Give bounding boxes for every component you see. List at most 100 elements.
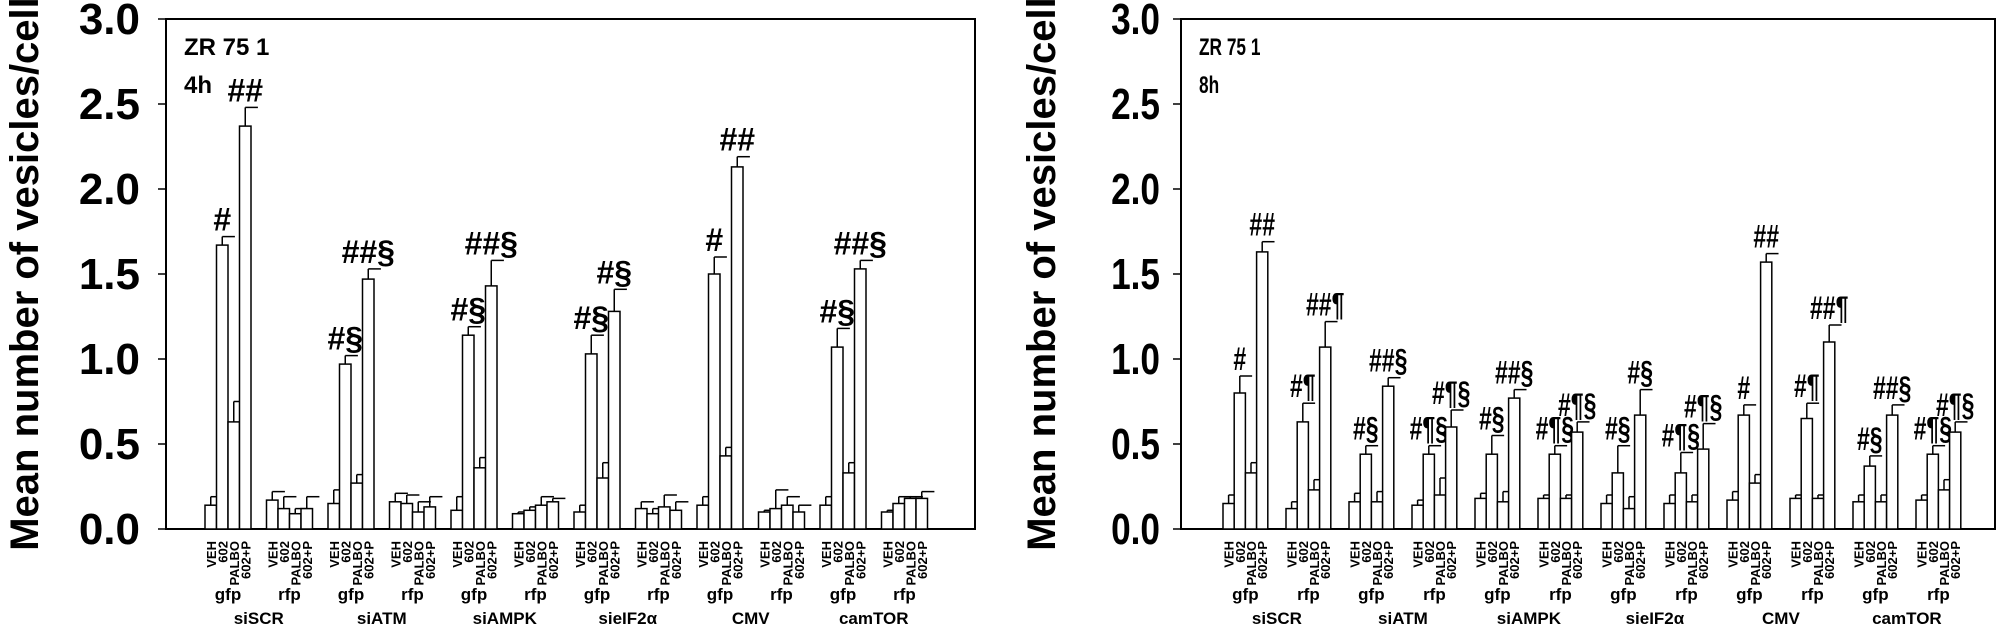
treatment-label: 602+P: [669, 541, 684, 579]
bar: [300, 507, 314, 530]
bar: [719, 455, 733, 530]
bar: [607, 310, 621, 530]
group-label: siSCR: [1252, 609, 1302, 628]
bar: [792, 511, 806, 530]
bar: [1381, 385, 1395, 530]
bar: [1800, 417, 1814, 530]
significance-annotation: #§: [573, 300, 609, 336]
treatment-label: PALBO: [1937, 541, 1952, 586]
treatment-label: PALBO: [1559, 541, 1574, 586]
significance-annotation: #¶§: [1410, 411, 1448, 447]
treatment-label: 602+P: [1822, 541, 1837, 579]
y-tick-label: 2.5: [1111, 80, 1160, 129]
bar: [1915, 499, 1928, 530]
bar: [546, 501, 560, 530]
cell-label: gfp: [1862, 585, 1888, 604]
bar: [1726, 499, 1739, 530]
bar: [780, 504, 794, 530]
group-label: CMV: [1762, 609, 1800, 628]
significance-annotation: #§: [1857, 421, 1883, 457]
treatment-label: VEH: [696, 541, 711, 568]
treatment-label: VEH: [1789, 541, 1804, 568]
treatment-label: PALBO: [227, 541, 242, 586]
significance-annotation: ##§: [1873, 370, 1911, 406]
bar: [1348, 501, 1361, 530]
bar: [696, 504, 710, 530]
treatment-label: 602+P: [423, 541, 438, 579]
y-tick-label: 0.5: [79, 420, 140, 469]
treatment-label: PALBO: [842, 541, 857, 586]
treatment-label: VEH: [1915, 541, 1930, 568]
bar: [1737, 414, 1751, 530]
bar: [1685, 501, 1699, 530]
treatment-label: 602: [1296, 541, 1311, 563]
treatment-label: 602: [523, 541, 538, 563]
significance-annotation: ##§: [342, 234, 395, 270]
bar: [880, 511, 894, 530]
treatment-label: VEH: [204, 541, 219, 568]
treatment-label: PALBO: [719, 541, 734, 586]
cell-label: gfp: [707, 585, 733, 604]
bar: [338, 363, 352, 530]
treatment-label: VEH: [511, 541, 526, 568]
bar: [288, 512, 302, 530]
group-label: siAMPK: [1497, 609, 1562, 628]
treatment-label: 602+P: [546, 541, 561, 579]
bar: [1674, 472, 1688, 530]
treatment-label: 602: [1233, 541, 1248, 563]
significance-annotation: #§: [327, 321, 363, 357]
bar: [657, 506, 671, 530]
treatment-label: 602: [461, 541, 476, 563]
cell-label: gfp: [1484, 585, 1510, 604]
treatment-label: PALBO: [1622, 541, 1637, 586]
cell-label: rfp: [524, 585, 547, 604]
plot-frame: [165, 18, 976, 530]
significance-annotation: ##: [719, 122, 755, 158]
bar: [523, 509, 537, 530]
bar: [1496, 501, 1510, 530]
treatment-label: 602: [1800, 541, 1815, 563]
significance-annotation: #§: [1353, 411, 1379, 447]
bar: [1507, 397, 1521, 530]
significance-annotation: #§: [1605, 411, 1631, 447]
panel-title-line: ZR 75 1: [1199, 34, 1261, 60]
treatment-label: 602+P: [915, 541, 930, 579]
y-tick-label: 2.0: [79, 165, 140, 214]
cell-label: rfp: [1549, 585, 1572, 604]
significance-annotation: #¶: [1290, 369, 1316, 405]
bar: [1611, 472, 1625, 530]
significance-annotation: #: [213, 202, 231, 238]
cell-label: rfp: [1675, 585, 1698, 604]
cell-label: gfp: [338, 585, 364, 604]
y-tick-label: 3.0: [79, 0, 140, 44]
bar: [1548, 453, 1562, 530]
treatment-label: PALBO: [903, 541, 918, 586]
treatment-label: 602+P: [1444, 541, 1459, 579]
treatment-label: 602: [707, 541, 722, 563]
treatment-label: PALBO: [1433, 541, 1448, 586]
bar: [1874, 501, 1888, 530]
cell-label: rfp: [647, 585, 670, 604]
bar: [1696, 448, 1710, 530]
treatment-label: VEH: [1411, 541, 1426, 568]
bar: [1926, 453, 1940, 530]
treatment-label: 602: [1611, 541, 1626, 563]
bar: [1370, 501, 1384, 530]
cell-label: gfp: [1736, 585, 1762, 604]
cell-label: gfp: [215, 585, 241, 604]
significance-annotation: #: [705, 222, 723, 258]
group-label: siATM: [357, 609, 407, 628]
significance-annotation: ##¶: [1306, 287, 1344, 323]
treatment-label: VEH: [388, 541, 403, 568]
significance-annotation: #¶§: [1536, 411, 1574, 447]
significance-annotation: #¶§: [1914, 411, 1952, 447]
bar: [265, 499, 279, 530]
